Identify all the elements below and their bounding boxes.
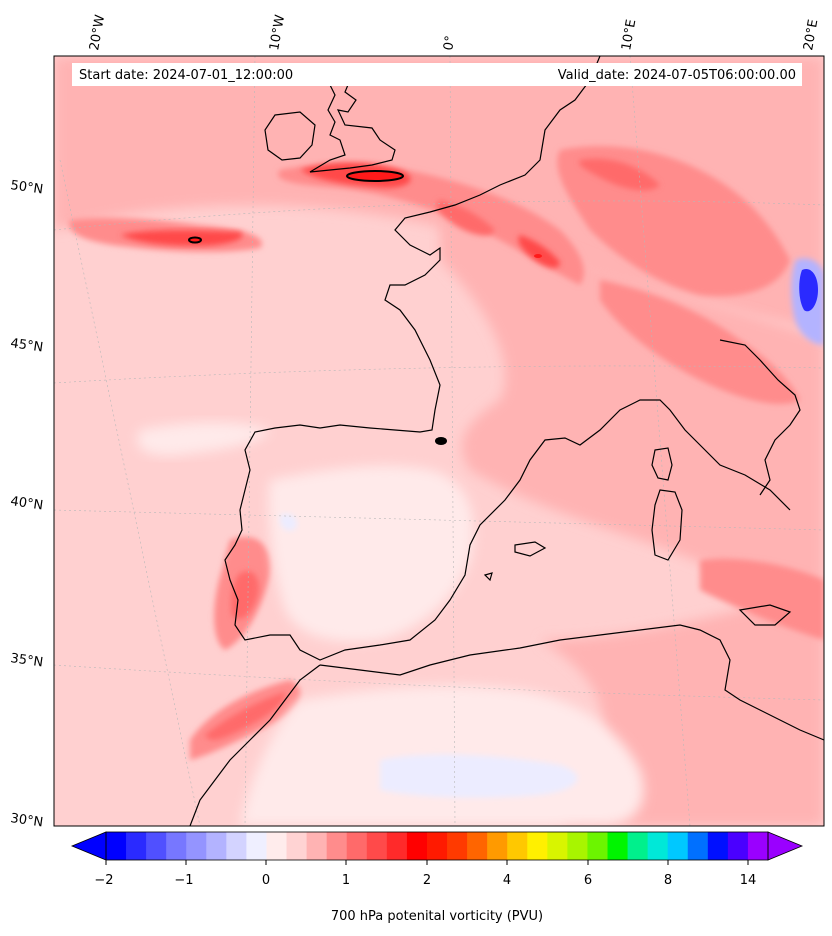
colorbar-extend-low [70,831,107,861]
colorbar-cell [166,832,187,860]
colorbar-tick-label: 8 [664,873,672,888]
colorbar-cell [647,832,669,860]
colorbar-cell [286,832,308,860]
date-info-bar: Start date: 2024-07-01_12:00:00 Valid_da… [72,63,802,86]
pv-small-peak [435,437,447,445]
coast-continental-europe [224,56,791,661]
colorbar-cell [426,832,448,860]
colorbar-cell [366,832,388,860]
colorbar-tick-label: −2 [94,873,113,888]
colorbar-cell [226,832,247,860]
coastlines [189,56,824,826]
coast-sicily [738,604,792,626]
colorbar-cell [607,832,629,860]
colorbar-cell [747,832,769,860]
colorbar-title: 700 hPa potenital vorticity (PVU) [331,909,543,924]
colorbar-tick-label: 2 [423,873,431,888]
colorbar-tick-label: 14 [740,873,757,888]
colorbar-cell [186,832,207,860]
lon-label: 20°W [87,14,108,52]
colorbar-cell [306,832,328,860]
colorbar-cell [106,832,127,860]
pv-negative-east-core [799,268,818,312]
colorbar: −2 −1 0 1 2 4 6 8 14 700 hPa potenital v… [70,831,804,924]
coast-ireland [264,111,316,161]
colorbar-cell [507,832,528,860]
lat-label: 45°N [9,336,44,355]
colorbar-tick-label: 6 [584,873,592,888]
pv-core-portugal [231,571,259,619]
pv-peak-atlantic [188,236,202,244]
colorbar-tick-labels: −2 −1 0 1 2 4 6 8 14 [94,873,756,888]
map-panel: Start date: 2024-07-01_12:00:00 Valid_da… [54,56,824,826]
start-date-text: Start date: 2024-07-01_12:00:00 [79,68,293,83]
lat-label: 35°N [9,651,44,670]
colorbar-cell [386,832,408,860]
colorbar-tick-label: −1 [174,873,193,888]
pv-negative-iberia [279,513,297,531]
coast-corsica [651,447,673,481]
pv-sicily [700,558,824,640]
longitude-labels: 20°W 10°W 0° 10°E 20°E [87,14,821,52]
colorbar-cell [547,832,568,860]
lat-label: 50°N [9,178,44,197]
colorbar-cells [106,832,769,860]
colorbar-cell [146,832,167,860]
map-frame [53,55,825,827]
colorbar-cell [246,832,267,860]
lon-label: 20°E [801,18,821,51]
pv-core-morocco [205,692,286,740]
colorbar-frame [105,831,769,861]
colorbar-cell [627,832,649,860]
colorbar-tick-label: 0 [262,873,270,888]
lon-label: 10°E [619,18,639,51]
colorbar-cell [487,832,508,860]
colorbar-cell [326,832,348,860]
lon-label: 0° [441,35,458,52]
pv-core-atlantic [120,230,243,246]
coast-sardinia [651,489,683,561]
colorbar-cell [447,832,468,860]
coast-italy [719,339,801,496]
colorbar-cell [527,832,548,860]
colorbar-cell [667,832,689,860]
pv-peak-channel [346,170,404,182]
pv-negative-sahara [380,754,578,798]
coast-morocco-west [189,664,321,826]
pv-core-benelux [436,200,495,236]
lon-label: 10°W [267,14,288,52]
pv-peak-germany [534,254,542,258]
valid-date-text: Valid_date: 2024-07-05T06:00:00.00 [558,68,796,83]
colorbar-cell [126,832,147,860]
date-info-background [72,63,802,86]
latitude-labels: 50°N 45°N 40°N 35°N 30°N [9,178,44,830]
pv-band-central [440,200,824,600]
colorbar-cell [587,832,609,860]
lat-label: 30°N [9,811,44,830]
colorbar-cell [346,832,368,860]
pv-atlantic-light [137,422,270,456]
colorbar-cell [687,832,709,860]
colorbar-tick-label: 4 [503,873,511,888]
colorbar-cell [206,832,227,860]
colorbar-cell [266,832,288,860]
colorbar-tick-label: 1 [342,873,350,888]
pv-ridge-channel [278,164,584,285]
coast-balearics [483,541,547,582]
colorbar-cell [567,832,588,860]
pv-field-shading [54,56,824,826]
colorbar-cell [727,832,749,860]
colorbar-cell [406,832,428,860]
colorbar-ticks [105,860,749,865]
colorbar-cell [707,832,729,860]
coast-north-africa [319,624,824,741]
lat-label: 40°N [9,494,44,513]
coast-great-britain [309,71,396,173]
pv-core-germany [518,235,560,268]
colorbar-extend-high [767,831,804,861]
pv-iberia-light [268,465,474,642]
colorbar-cell [467,832,488,860]
